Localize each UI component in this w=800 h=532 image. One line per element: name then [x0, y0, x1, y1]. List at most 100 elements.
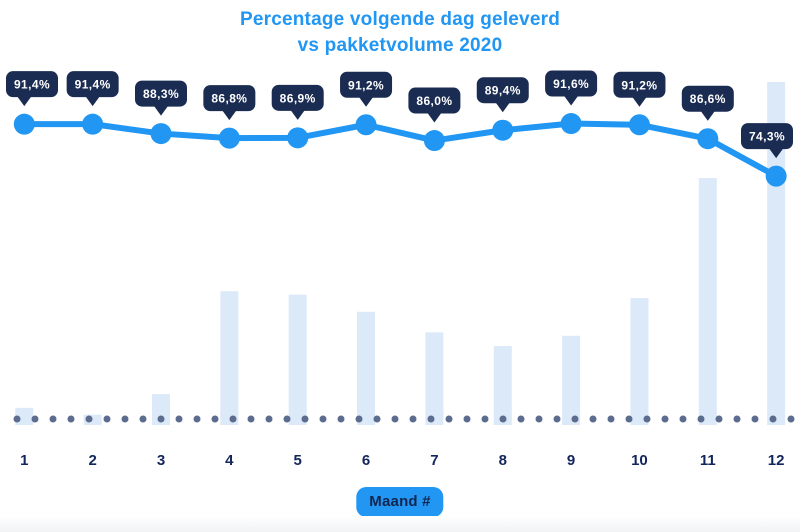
volume-bar[interactable]: [562, 335, 581, 425]
baseline-dot: [49, 415, 57, 423]
tooltip-tail: [153, 104, 169, 116]
data-label-tooltip: 91,4%: [6, 71, 58, 107]
dotted-baseline: [13, 415, 795, 423]
x-axis-label: 8: [498, 452, 507, 469]
baseline-dot: [319, 415, 327, 423]
baseline-dot: [607, 415, 615, 423]
tooltip-tail: [84, 95, 101, 107]
volume-bar[interactable]: [83, 414, 102, 425]
data-label-tooltip: 91,2%: [613, 71, 666, 107]
baseline-dot: [85, 415, 93, 423]
volume-bar[interactable]: [357, 311, 376, 425]
baseline-dot: [427, 415, 435, 423]
baseline-dot: [643, 415, 651, 423]
tooltip-tail: [563, 94, 580, 106]
baseline-dot: [697, 415, 705, 423]
volume-bar[interactable]: [493, 346, 512, 425]
data-point-marker[interactable]: [697, 128, 719, 150]
data-point-marker[interactable]: [355, 114, 377, 136]
data-point-marker[interactable]: [423, 130, 445, 152]
volume-bar[interactable]: [152, 394, 170, 425]
x-axis: 1 2 3 4 5 6 7 8 9 10 11 12: [0, 452, 800, 474]
baseline-dot: [175, 415, 183, 423]
baseline-dot: [265, 415, 273, 423]
tooltip-tail: [221, 109, 238, 121]
x-axis-label: 10: [631, 452, 648, 469]
volume-bar[interactable]: [288, 294, 307, 425]
data-label-tooltip: 86,9%: [271, 84, 324, 120]
volume-bar[interactable]: [698, 178, 717, 425]
volume-bar[interactable]: [425, 332, 444, 425]
tooltip-box: [681, 85, 734, 112]
baseline-dot: [517, 415, 525, 423]
baseline-dot: [445, 415, 453, 423]
x-axis-title-pill: Maand #: [356, 487, 444, 517]
percentage-polyline: [21, 120, 780, 180]
baseline-dot: [625, 415, 633, 423]
tooltip-tail: [494, 101, 511, 113]
data-label-tooltip: 88,3%: [135, 80, 187, 116]
tooltip-value: 91,4%: [14, 78, 50, 92]
baseline-dot: [553, 415, 561, 423]
tooltip-tail: [768, 147, 785, 159]
baseline-dot: [229, 415, 237, 423]
x-axis-label: 11: [699, 452, 716, 469]
data-point-marker[interactable]: [560, 113, 582, 135]
data-label-tooltip: 91,2%: [340, 71, 393, 107]
tooltip-box: [271, 84, 324, 111]
tooltip-box: [135, 80, 187, 107]
baseline-dot: [193, 415, 201, 423]
tooltip-value: 88,3%: [143, 87, 179, 101]
tooltip-box: [741, 123, 793, 150]
percentage-line: [21, 120, 780, 180]
data-point-marker[interactable]: [287, 127, 309, 149]
x-axis-label: 1: [20, 452, 29, 469]
line-markers-group: [13, 113, 787, 187]
data-label-tooltip: 74,3%: [741, 123, 793, 159]
tooltip-box: [476, 77, 529, 104]
x-axis-label: 2: [88, 452, 97, 469]
chart-title-line1: Percentage volgende dag geleverd: [239, 9, 560, 30]
baseline-dot: [355, 415, 363, 423]
baseline-dot: [787, 415, 795, 423]
tooltip-value: 89,4%: [485, 84, 521, 98]
tooltip-box: [203, 85, 256, 112]
baseline-dot: [733, 415, 741, 423]
baseline-dot: [409, 415, 417, 423]
data-point-marker[interactable]: [218, 127, 240, 149]
tooltip-box: [340, 71, 393, 98]
x-axis-label: 9: [566, 452, 576, 469]
baseline-dot: [463, 415, 471, 423]
baseline-dot: [157, 415, 165, 423]
volume-bar[interactable]: [220, 291, 239, 425]
data-point-marker[interactable]: [765, 165, 787, 187]
tooltip-tail: [358, 95, 375, 107]
chart-title: Percentage volgende dag geleverd vs pakk…: [0, 7, 800, 59]
baseline-dot: [67, 415, 75, 423]
data-point-marker[interactable]: [492, 119, 514, 141]
tooltip-value: 86,6%: [690, 92, 726, 106]
data-label-tooltip: 91,4%: [66, 71, 119, 107]
baseline-dot: [301, 415, 309, 423]
baseline-dot: [769, 415, 777, 423]
tooltip-value: 86,8%: [211, 92, 247, 106]
data-point-marker[interactable]: [82, 113, 104, 135]
data-point-marker[interactable]: [628, 114, 650, 136]
baseline-dot: [103, 415, 111, 423]
baseline-dot: [751, 415, 759, 423]
data-point-marker[interactable]: [150, 123, 172, 145]
tooltip-tail: [16, 95, 33, 107]
tooltip-box: [613, 71, 666, 98]
baseline-dot: [121, 415, 129, 423]
x-axis-label: 4: [225, 452, 234, 469]
baseline-dot: [247, 415, 255, 423]
volume-bars-group: [15, 82, 786, 425]
tooltip-value: 91,6%: [553, 77, 589, 91]
volume-bar[interactable]: [630, 298, 649, 425]
tooltip-value: 91,4%: [75, 78, 111, 92]
x-axis-label: 12: [767, 452, 785, 469]
x-axis-label: 7: [430, 452, 439, 469]
data-point-marker[interactable]: [13, 113, 35, 135]
